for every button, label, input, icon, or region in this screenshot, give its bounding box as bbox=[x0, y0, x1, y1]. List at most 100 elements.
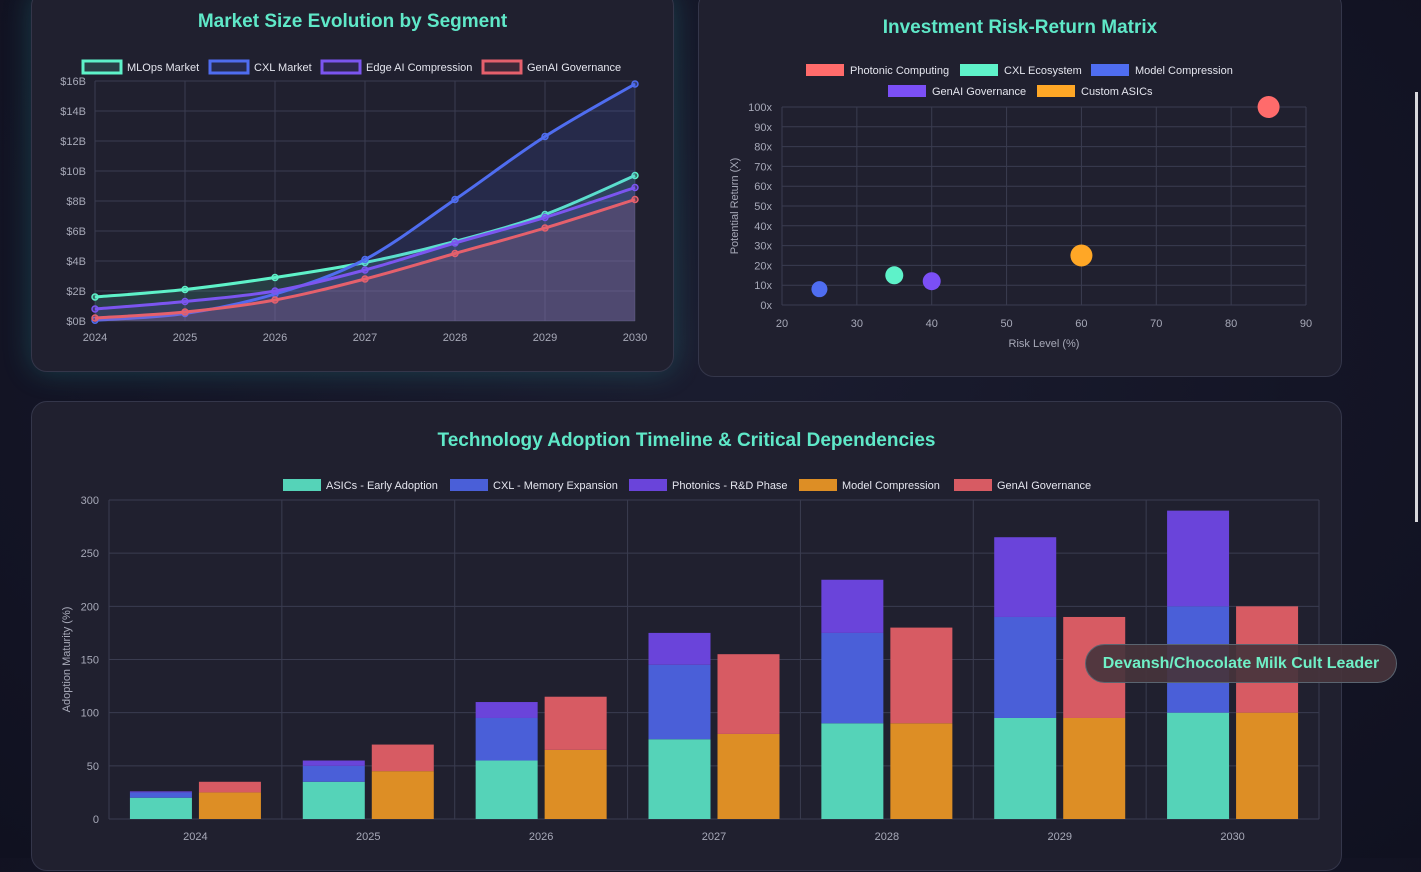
y-tick-label: 80x bbox=[754, 142, 772, 154]
legend-swatch-adoption bbox=[799, 479, 837, 491]
data-point bbox=[271, 273, 279, 282]
x-tick-label: 2030 bbox=[1220, 831, 1244, 843]
y-tick-label: 150 bbox=[81, 655, 99, 667]
legend-label-risk: Model Compression bbox=[1135, 65, 1233, 77]
bar-segment bbox=[994, 616, 1057, 718]
scatter-point bbox=[885, 266, 904, 285]
x-tick-label: 2027 bbox=[702, 831, 726, 843]
y-tick-label: $8B bbox=[66, 196, 86, 208]
y-tick-label: 50 bbox=[87, 761, 99, 773]
x-tick-label: 2028 bbox=[875, 831, 899, 843]
data-point bbox=[91, 314, 99, 322]
legend-swatch-risk bbox=[806, 64, 844, 76]
bar-segment bbox=[821, 632, 884, 724]
bar-segment bbox=[475, 760, 538, 819]
y-tick-label: $2B bbox=[66, 286, 86, 298]
x-tick-label: 2029 bbox=[1047, 831, 1071, 843]
y-tick-label: 60x bbox=[754, 181, 772, 193]
legend-swatch-adoption bbox=[629, 479, 667, 491]
y-tick-label: $6B bbox=[66, 226, 86, 238]
series-line bbox=[94, 186, 636, 311]
market-chart-title: Market Size Evolution by Segment bbox=[197, 11, 508, 32]
y-tick-label: 40x bbox=[754, 221, 772, 233]
data-point bbox=[91, 293, 99, 301]
adoption-chart-title: Technology Adoption Timeline & Critical … bbox=[437, 430, 936, 451]
legend-swatch-adoption bbox=[450, 479, 488, 491]
bar-segment bbox=[544, 749, 607, 819]
legend-swatch-market bbox=[81, 59, 123, 75]
x-tick-label: 2026 bbox=[263, 332, 287, 344]
legend-swatch-risk bbox=[1037, 85, 1075, 97]
bar-segment bbox=[302, 760, 365, 766]
y-tick-label: $12B bbox=[60, 136, 86, 148]
x-tick-label: 60 bbox=[1075, 318, 1087, 330]
bar-segment bbox=[648, 739, 711, 819]
bar-segment bbox=[1236, 712, 1299, 819]
y-tick-label: 10x bbox=[754, 280, 772, 292]
market-size-line-chart: MLOps Market CXL Market Edge AI Compressio… bbox=[60, 59, 647, 344]
y-tick-label: $4B bbox=[66, 256, 86, 268]
legend-swatch-risk bbox=[1091, 64, 1129, 76]
bar-segment bbox=[821, 579, 884, 633]
x-tick-label: 2024 bbox=[183, 831, 207, 843]
adoption-stacked-bar-chart: ASICs - Early Adoption CXL - Memory Expan… bbox=[61, 479, 1320, 843]
legend-label-adoption: Photonics - R&D Phase bbox=[672, 480, 788, 492]
bar-segment bbox=[371, 744, 434, 772]
legend-label-market: CXL Market bbox=[254, 62, 312, 74]
x-tick-label: 2026 bbox=[529, 831, 553, 843]
x-tick-label: 80 bbox=[1225, 318, 1237, 330]
data-point bbox=[631, 171, 639, 180]
legend-swatch-risk bbox=[960, 64, 998, 76]
x-tick-label: 2027 bbox=[353, 332, 377, 344]
data-point bbox=[361, 266, 369, 274]
legend-label-adoption: CXL - Memory Expansion bbox=[493, 480, 618, 492]
legend-label-market: Edge AI Compression bbox=[366, 62, 472, 74]
scatter-point bbox=[1070, 244, 1093, 267]
data-point bbox=[91, 305, 99, 313]
risk-return-scatter-chart: Photonic Computing CXL Ecosystem Model Com… bbox=[729, 64, 1312, 350]
data-point bbox=[541, 132, 549, 141]
y-tick-label: 0 bbox=[93, 814, 99, 826]
y-tick-label: 50x bbox=[754, 201, 772, 213]
data-point bbox=[631, 80, 639, 88]
y-tick-label: 90x bbox=[754, 122, 772, 134]
y-axis-title: Adoption Maturity (%) bbox=[61, 607, 73, 713]
legend-label-risk: CXL Ecosystem bbox=[1004, 65, 1082, 77]
legend-label-market: MLOps Market bbox=[127, 62, 199, 74]
x-tick-label: 2030 bbox=[623, 332, 647, 344]
legend-label-risk: Photonic Computing bbox=[850, 65, 949, 77]
bar-segment bbox=[1167, 712, 1230, 819]
y-tick-label: 0x bbox=[760, 300, 772, 312]
series-area bbox=[95, 199, 635, 321]
data-point bbox=[181, 308, 189, 316]
legend-swatch-market bbox=[481, 59, 523, 75]
bar-segment bbox=[717, 733, 780, 819]
bar-segment bbox=[1063, 717, 1126, 819]
scatter-point bbox=[811, 281, 828, 298]
legend-label-adoption: Model Compression bbox=[842, 480, 940, 492]
risk-return-card: Investment Risk-Return Matrix Photonic C… bbox=[698, 0, 1342, 377]
bar-segment bbox=[890, 723, 953, 819]
data-point bbox=[361, 255, 369, 264]
y-tick-label: 20x bbox=[754, 260, 772, 272]
bar-segment bbox=[129, 797, 192, 819]
legend-swatch-risk bbox=[888, 85, 926, 97]
legend-label-risk: GenAI Governance bbox=[932, 86, 1026, 98]
bar-segment bbox=[475, 702, 538, 718]
data-point bbox=[181, 285, 189, 294]
y-tick-label: $16B bbox=[60, 76, 86, 88]
legend-swatch-market bbox=[208, 59, 250, 75]
y-tick-label: $10B bbox=[60, 166, 86, 178]
y-tick-label: 30x bbox=[754, 241, 772, 253]
data-point bbox=[631, 195, 639, 204]
bar-segment bbox=[198, 792, 261, 819]
window-edge-scrollbar[interactable] bbox=[1415, 92, 1418, 522]
x-tick-label: 2024 bbox=[83, 332, 107, 344]
x-tick-label: 2028 bbox=[443, 332, 467, 344]
y-tick-label: 70x bbox=[754, 161, 772, 173]
y-tick-label: 300 bbox=[81, 495, 99, 507]
adoption-timeline-card: Technology Adoption Timeline & Critical … bbox=[31, 401, 1342, 871]
x-tick-label: 30 bbox=[851, 318, 863, 330]
x-axis-title: Risk Level (%) bbox=[1009, 338, 1080, 350]
x-tick-label: 90 bbox=[1300, 318, 1312, 330]
